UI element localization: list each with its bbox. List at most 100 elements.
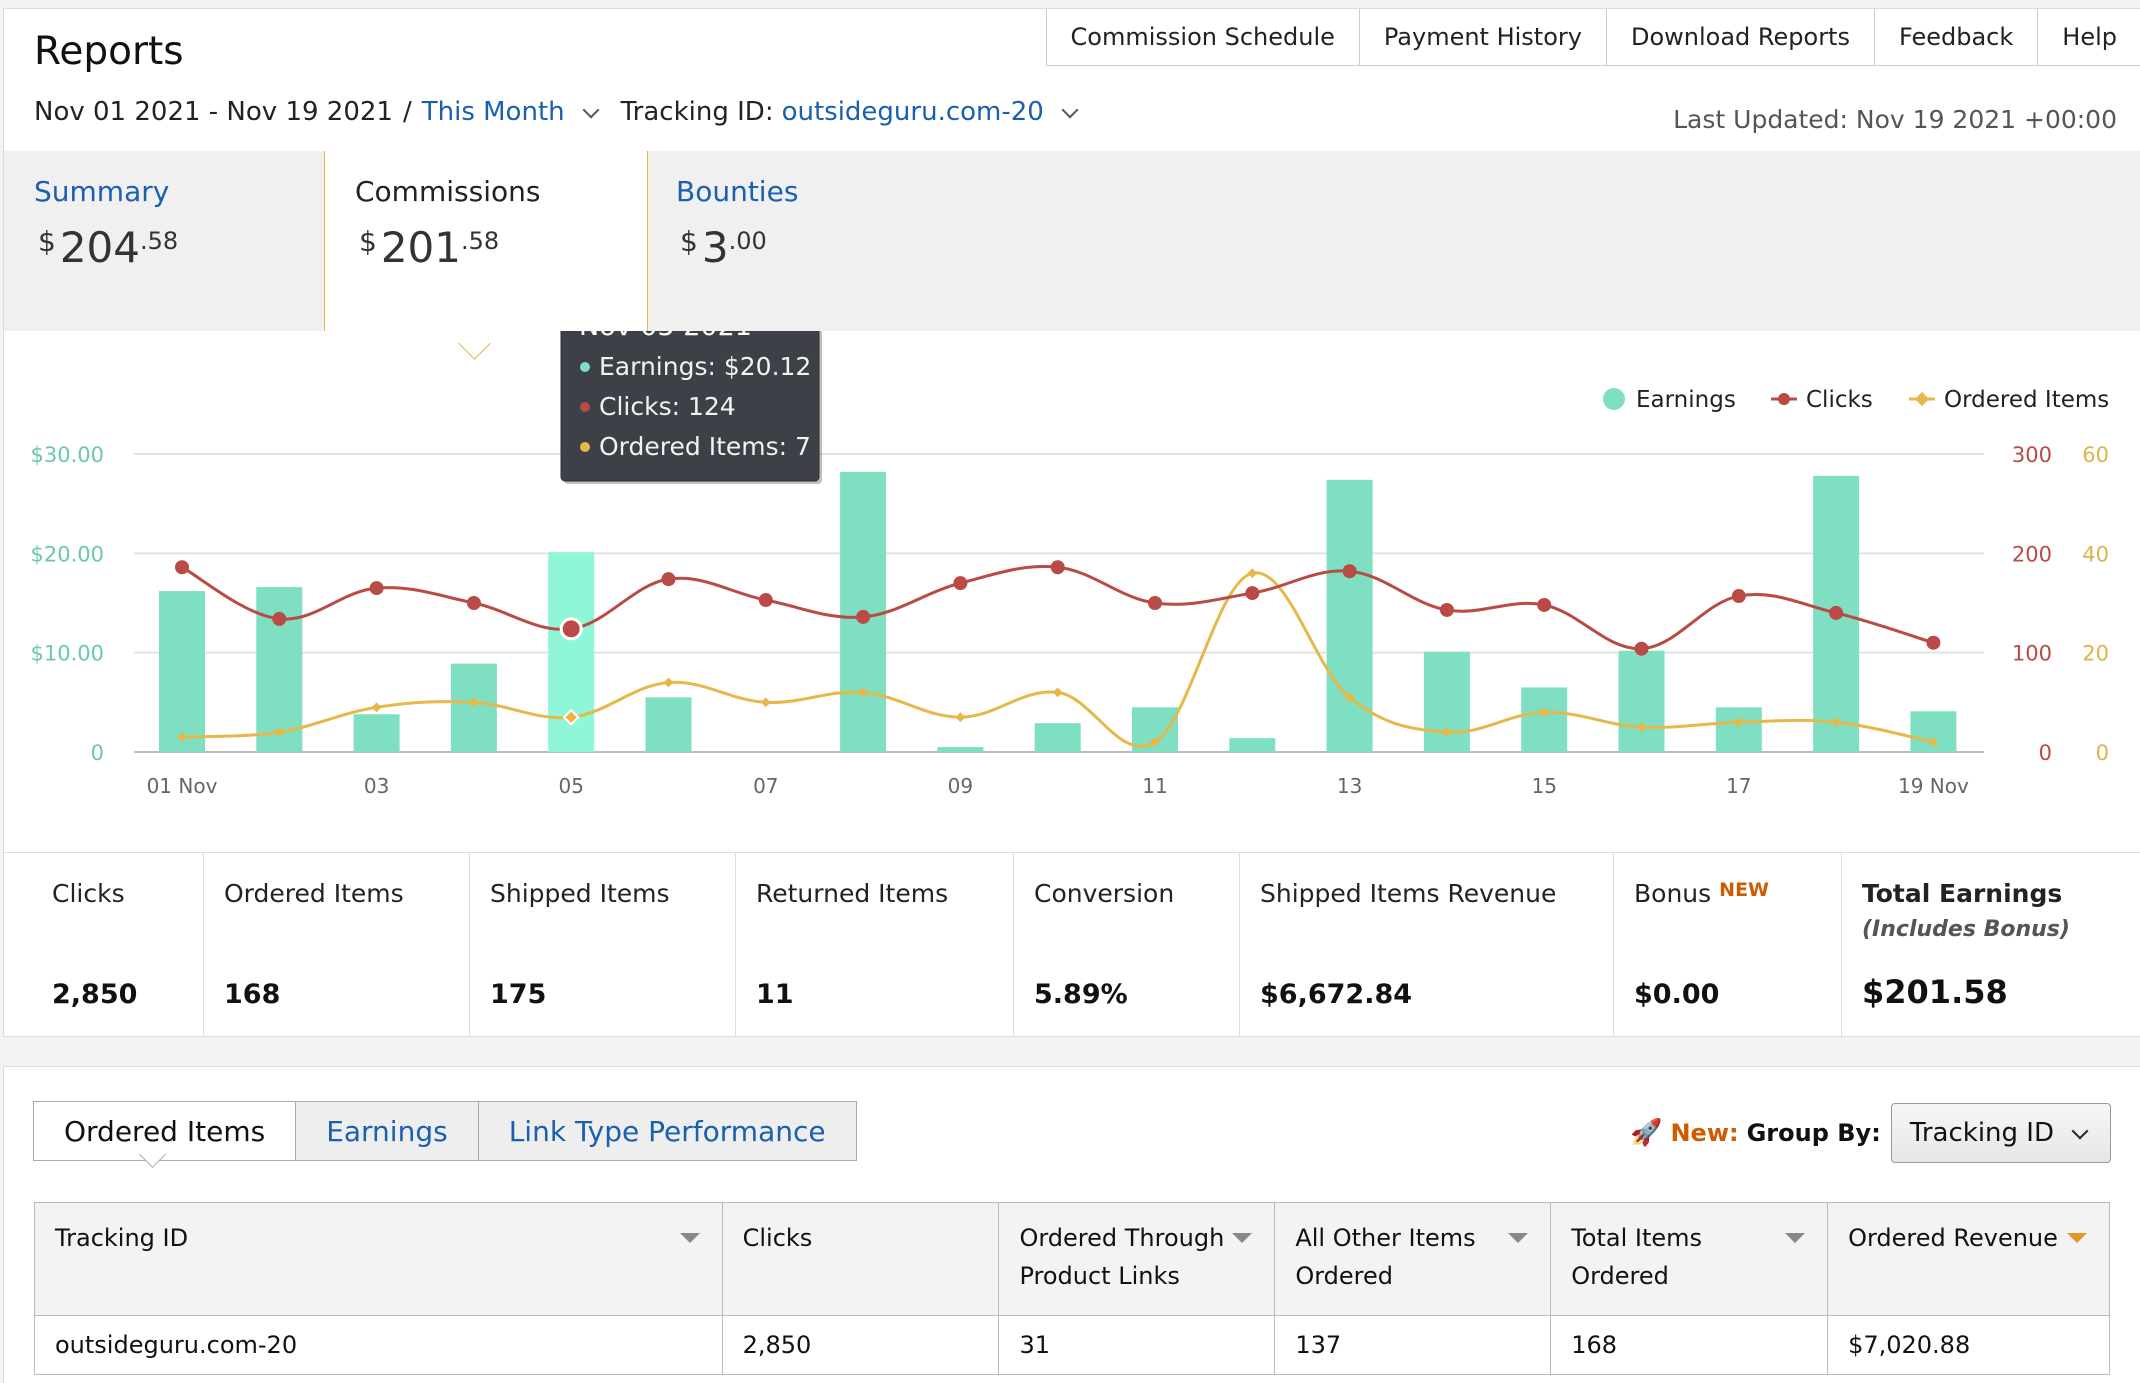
x-axis-tick: 07 bbox=[753, 774, 778, 798]
report-table: Tracking ID Clicks Ordered Through Produc… bbox=[34, 1202, 2110, 1375]
tab-earnings[interactable]: Earnings bbox=[295, 1101, 479, 1161]
commissions-amount: $201.58 bbox=[359, 223, 500, 272]
clicks-point bbox=[559, 617, 583, 641]
metric-total-earnings: Total Earnings (Includes Bonus) $201.58 bbox=[1842, 853, 2140, 1036]
metric-shipped-revenue: Shipped Items Revenue $6,672.84 bbox=[1240, 853, 1614, 1036]
right-axis-items-tick: 20 bbox=[2082, 642, 2109, 666]
column-header-ordered-revenue[interactable]: Ordered Revenue bbox=[1827, 1202, 2110, 1316]
tab-commissions[interactable]: Commissions $201.58 bbox=[324, 151, 648, 342]
table-cell: 168 bbox=[1550, 1315, 1829, 1375]
metric-returned-items: Returned Items 11 bbox=[736, 853, 1014, 1036]
right-axis-items-tick: 40 bbox=[2082, 542, 2109, 566]
sort-arrow-icon[interactable] bbox=[1232, 1233, 1253, 1243]
clicks-point bbox=[1926, 635, 1941, 650]
left-axis-tick: 0 bbox=[91, 741, 104, 765]
column-header-tracking-id[interactable]: Tracking ID bbox=[34, 1202, 723, 1316]
clicks-point bbox=[175, 560, 189, 575]
chevron-down-icon[interactable] bbox=[1061, 101, 1079, 119]
tooltip-dot bbox=[580, 402, 590, 412]
clicks-point bbox=[1829, 605, 1844, 620]
column-header-ordered-through-links[interactable]: Ordered Through Product Links bbox=[998, 1202, 1276, 1316]
ordered-items-point bbox=[1636, 722, 1647, 733]
table-row: outsideguru.com-20 2,850 31 137 168 $7,0… bbox=[34, 1315, 2110, 1375]
right-axis-items-tick: 0 bbox=[2096, 741, 2109, 765]
tooltip-dot bbox=[580, 362, 590, 372]
download-reports-button[interactable]: Download Reports bbox=[1605, 9, 1874, 66]
group-by-select[interactable]: Tracking ID bbox=[1890, 1103, 2111, 1163]
feedback-button[interactable]: Feedback bbox=[1873, 9, 2038, 66]
metric-value: $201.58 bbox=[1862, 973, 2008, 1011]
commission-schedule-button[interactable]: Commission Schedule bbox=[1045, 9, 1359, 66]
metric-label: Bonus NEW bbox=[1634, 879, 1770, 908]
ordered-items-point bbox=[858, 687, 869, 698]
clicks-point bbox=[272, 611, 287, 626]
date-range: Nov 01 2021 - Nov 19 2021 bbox=[34, 97, 393, 127]
help-button[interactable]: Help bbox=[2037, 9, 2140, 66]
sort-arrow-icon[interactable] bbox=[2067, 1233, 2087, 1243]
chart-panel: 0 $10.00 $20.00 $30.00 0 100 200 300 0 20 40 60 01 N… bbox=[3, 331, 2140, 853]
left-axis-tick: $30.00 bbox=[31, 443, 104, 467]
earnings-bar bbox=[159, 591, 205, 752]
payment-history-button[interactable]: Payment History bbox=[1358, 9, 1606, 66]
group-by-control: 🚀 New: Group By: Tracking ID bbox=[1630, 1103, 2111, 1163]
metrics-row: Clicks 2,850 Ordered Items 168 Shipped I… bbox=[3, 853, 2140, 1037]
ordered-items-point bbox=[663, 677, 674, 688]
right-axis-items-tick: 60 bbox=[2082, 443, 2109, 467]
bounties-amount: $3.00 bbox=[680, 223, 767, 272]
sort-arrow-icon[interactable] bbox=[1785, 1233, 1806, 1243]
period-dropdown[interactable]: This Month bbox=[421, 97, 565, 127]
metric-label: Shipped Items bbox=[490, 879, 670, 908]
clicks-point bbox=[758, 593, 773, 608]
earnings-bar bbox=[1034, 723, 1081, 752]
tab-ordered-items[interactable]: Ordered Items bbox=[33, 1101, 297, 1161]
report-header: Reports Commission Schedule Payment Hist… bbox=[3, 8, 2140, 152]
tooltip-title: Nov 05 2021 bbox=[579, 331, 752, 342]
metric-label: Total Earnings bbox=[1862, 879, 2063, 908]
metric-sub-label: (Includes Bonus) bbox=[1862, 917, 2070, 942]
x-axis-tick: 15 bbox=[1531, 774, 1556, 798]
metric-label: Returned Items bbox=[756, 879, 949, 908]
summary-amount: $204.58 bbox=[38, 223, 179, 272]
legend-earnings-swatch bbox=[1603, 388, 1625, 410]
tooltip-dot bbox=[580, 442, 590, 452]
clicks-point bbox=[1537, 597, 1552, 612]
column-header-all-other-items[interactable]: All Other Items Ordered bbox=[1274, 1202, 1552, 1316]
tracking-id-dropdown[interactable]: outsideguru.com-20 bbox=[781, 97, 1044, 127]
legend-ordered-items-label: Ordered Items bbox=[1944, 387, 2109, 413]
group-by-label: Group By: bbox=[1746, 1119, 1881, 1147]
right-axis-clicks-tick: 200 bbox=[2012, 542, 2052, 566]
tab-bounties[interactable]: Bounties $3.00 bbox=[646, 151, 966, 331]
ordered-items-point bbox=[1052, 687, 1063, 698]
x-axis-tick: 13 bbox=[1337, 774, 1362, 798]
metric-value: 175 bbox=[490, 979, 547, 1010]
tab-link-type-performance[interactable]: Link Type Performance bbox=[477, 1101, 857, 1161]
earnings-chart[interactable]: 0 $10.00 $20.00 $30.00 0 100 200 300 0 20 40 60 01 N… bbox=[4, 331, 2140, 852]
table-cell: 137 bbox=[1274, 1315, 1552, 1375]
metric-value: 11 bbox=[756, 979, 794, 1010]
right-axis-clicks-tick: 300 bbox=[2012, 443, 2052, 467]
ordered-items-point bbox=[371, 702, 382, 713]
tracking-id-link[interactable]: outsideguru.com-20 bbox=[34, 1315, 723, 1375]
x-axis-tick: 03 bbox=[364, 774, 389, 798]
earnings-bar bbox=[645, 697, 692, 752]
chevron-down-icon[interactable] bbox=[582, 101, 600, 119]
tab-summary[interactable]: Summary $204.58 bbox=[4, 151, 324, 331]
ordered-items-point bbox=[562, 708, 580, 726]
summary-tabs: Summary $204.58 Commissions $201.58 Boun… bbox=[3, 151, 2140, 342]
sort-arrow-icon[interactable] bbox=[1508, 1233, 1529, 1243]
last-updated: Last Updated: Nov 19 2021 +00:00 bbox=[1673, 105, 2117, 134]
column-header-clicks[interactable]: Clicks bbox=[721, 1202, 1000, 1316]
column-header-total-items[interactable]: Total Items Ordered bbox=[1550, 1202, 1829, 1316]
ordered-items-point bbox=[468, 697, 479, 708]
x-axis-tick: 01 Nov bbox=[147, 774, 218, 798]
filter-row: Nov 01 2021 - Nov 19 2021 / This Month T… bbox=[34, 97, 1100, 127]
new-badge: NEW bbox=[1719, 879, 1770, 901]
metric-value: 2,850 bbox=[52, 979, 138, 1010]
sort-arrow-icon[interactable] bbox=[679, 1233, 700, 1243]
ordered-items-point bbox=[1150, 737, 1160, 748]
group-by-value: Tracking ID bbox=[1909, 1118, 2054, 1148]
ordered-items-point bbox=[1441, 727, 1452, 738]
earnings-bar bbox=[1715, 707, 1762, 752]
table-header-row: Tracking ID Clicks Ordered Through Produc… bbox=[34, 1202, 2110, 1316]
x-axis-tick: 19 Nov bbox=[1898, 774, 1969, 798]
